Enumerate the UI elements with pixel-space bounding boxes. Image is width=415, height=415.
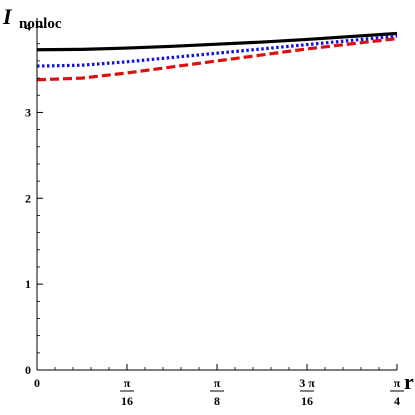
y-tick-label: 1 <box>25 277 31 291</box>
x-tick-numerator: π <box>394 376 401 390</box>
x-tick-label: π4 <box>390 376 404 408</box>
x-tick-numerator: π <box>124 376 131 390</box>
x-tick-numerator: 0 <box>34 376 40 390</box>
x-axis-title: r <box>404 369 414 394</box>
x-tick-denominator: 16 <box>301 394 313 408</box>
x-tick-label: 0 <box>34 376 40 390</box>
x-tick-label: π8 <box>210 376 224 408</box>
y-axis-title: I nonloc <box>2 4 62 32</box>
y-tick-label: 0 <box>25 363 31 377</box>
x-tick-label: π 16 <box>120 376 134 408</box>
y-axis-title-main: I <box>2 4 13 29</box>
x-tick-label: 3 π16 <box>299 376 315 408</box>
y-tick-label: 2 <box>25 191 31 205</box>
series-line-dashed <box>36 37 398 82</box>
x-tick-denominator: 16 <box>121 394 133 408</box>
series-line-solid <box>36 31 398 52</box>
series-line-dotted <box>36 34 398 68</box>
axes-layer <box>36 18 397 371</box>
x-tick-denominator: 8 <box>214 394 220 408</box>
x-tick-denominator: 4 <box>394 394 400 408</box>
x-tick-numerator: π <box>214 376 221 390</box>
y-tick-label: 3 <box>25 105 31 119</box>
y-tick-label: 4 <box>25 20 31 34</box>
series-layer <box>36 31 398 82</box>
y-axis-title-sub: nonloc <box>19 16 62 32</box>
x-tick-numerator: 3 π <box>299 376 315 390</box>
